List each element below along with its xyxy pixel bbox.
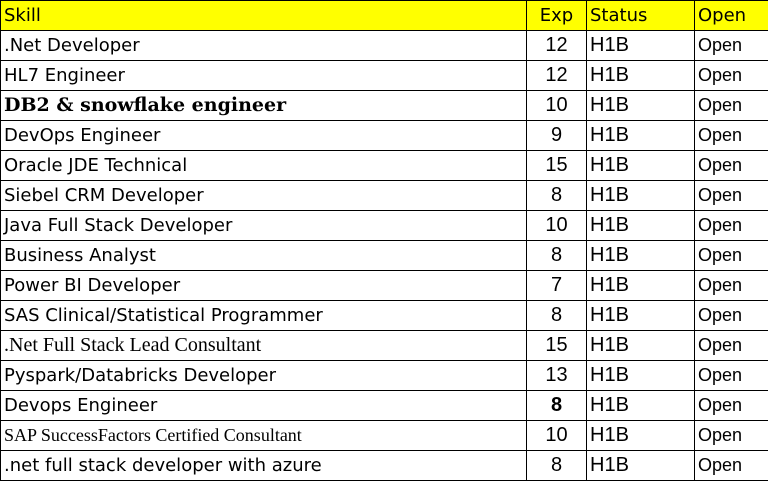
availability-cell: Open [694, 240, 768, 271]
availability-cell: Open [694, 300, 768, 331]
availability-cell: Open [694, 150, 768, 181]
status-cell: H1B [586, 420, 695, 451]
exp-cell: 12 [526, 60, 587, 91]
skill-cell: Siebel CRM Developer [0, 180, 527, 211]
exp-cell: 10 [526, 90, 587, 121]
availability-cell: Open [694, 30, 768, 61]
table-row: Business Analyst 8 H1B Open [0, 240, 768, 271]
skill-cell: .net full stack developer with azure [0, 450, 527, 481]
skill-cell: DB2 & snowflake engineer [0, 90, 527, 121]
exp-cell: 8 [526, 240, 587, 271]
availability-cell: Open [694, 180, 768, 211]
status-cell: H1B [586, 120, 695, 151]
status-cell: H1B [586, 30, 695, 61]
skill-cell: Business Analyst [0, 240, 527, 271]
exp-cell: 15 [526, 150, 587, 181]
skill-cell: Power BI Developer [0, 270, 527, 301]
availability-cell: Open [694, 90, 768, 121]
status-cell: H1B [586, 450, 695, 481]
status-cell: H1B [586, 330, 695, 361]
skill-cell: SAP SuccessFactors Certified Consultant [0, 420, 527, 451]
status-cell: H1B [586, 150, 695, 181]
exp-cell: 7 [526, 270, 587, 301]
exp-cell: 10 [526, 210, 587, 241]
exp-cell: 10 [526, 420, 587, 451]
exp-cell: 8 [526, 390, 587, 421]
status-cell: H1B [586, 60, 695, 91]
exp-cell: 9 [526, 120, 587, 151]
exp-cell: 8 [526, 300, 587, 331]
table-row: HL7 Engineer 12 H1B Open [0, 60, 768, 91]
status-cell: H1B [586, 240, 695, 271]
table-row: .Net Developer 12 H1B Open [0, 30, 768, 61]
table-row: SAP SuccessFactors Certified Consultant … [0, 420, 768, 451]
header-availability: Open [694, 0, 768, 31]
exp-cell: 15 [526, 330, 587, 361]
availability-cell: Open [694, 420, 768, 451]
header-status: Status [586, 0, 695, 31]
table-row: SAS Clinical/Statistical Programmer 8 H1… [0, 300, 768, 331]
skill-cell: DevOps Engineer [0, 120, 527, 151]
status-cell: H1B [586, 270, 695, 301]
header-skill: Skill [0, 0, 527, 31]
table-row: Siebel CRM Developer 8 H1B Open [0, 180, 768, 211]
exp-cell: 8 [526, 180, 587, 211]
skill-cell: HL7 Engineer [0, 60, 527, 91]
table-row: Power BI Developer 7 H1B Open [0, 270, 768, 301]
availability-cell: Open [694, 210, 768, 241]
table-row: DevOps Engineer 9 H1B Open [0, 120, 768, 151]
exp-cell: 13 [526, 360, 587, 391]
exp-cell: 8 [526, 450, 587, 481]
table-row: Pyspark/Databricks Developer 13 H1B Open [0, 360, 768, 391]
status-cell: H1B [586, 360, 695, 391]
exp-cell: 12 [526, 30, 587, 61]
availability-cell: Open [694, 390, 768, 421]
availability-cell: Open [694, 60, 768, 91]
status-cell: H1B [586, 390, 695, 421]
skill-cell: Devops Engineer [0, 390, 527, 421]
availability-cell: Open [694, 360, 768, 391]
header-exp: Exp [526, 0, 587, 31]
status-cell: H1B [586, 210, 695, 241]
status-cell: H1B [586, 300, 695, 331]
skill-cell: .Net Full Stack Lead Consultant [0, 330, 527, 361]
table-row: DB2 & snowflake engineer 10 H1B Open [0, 90, 768, 121]
skill-cell: SAS Clinical/Statistical Programmer [0, 300, 527, 331]
status-cell: H1B [586, 180, 695, 211]
availability-cell: Open [694, 450, 768, 481]
skill-cell: Oracle JDE Technical [0, 150, 527, 181]
skill-cell: Pyspark/Databricks Developer [0, 360, 527, 391]
skill-cell: Java Full Stack Developer [0, 210, 527, 241]
table-row: Devops Engineer 8 H1B Open [0, 390, 768, 421]
availability-cell: Open [694, 120, 768, 151]
table-row: Oracle JDE Technical 15 H1B Open [0, 150, 768, 181]
table-row: .Net Full Stack Lead Consultant 15 H1B O… [0, 330, 768, 361]
availability-cell: Open [694, 270, 768, 301]
skill-cell: .Net Developer [0, 30, 527, 61]
status-cell: H1B [586, 90, 695, 121]
table-row: .net full stack developer with azure 8 H… [0, 450, 768, 481]
table-row: Java Full Stack Developer 10 H1B Open [0, 210, 768, 241]
availability-cell: Open [694, 330, 768, 361]
header-row: Skill Exp Status Open [0, 0, 768, 31]
